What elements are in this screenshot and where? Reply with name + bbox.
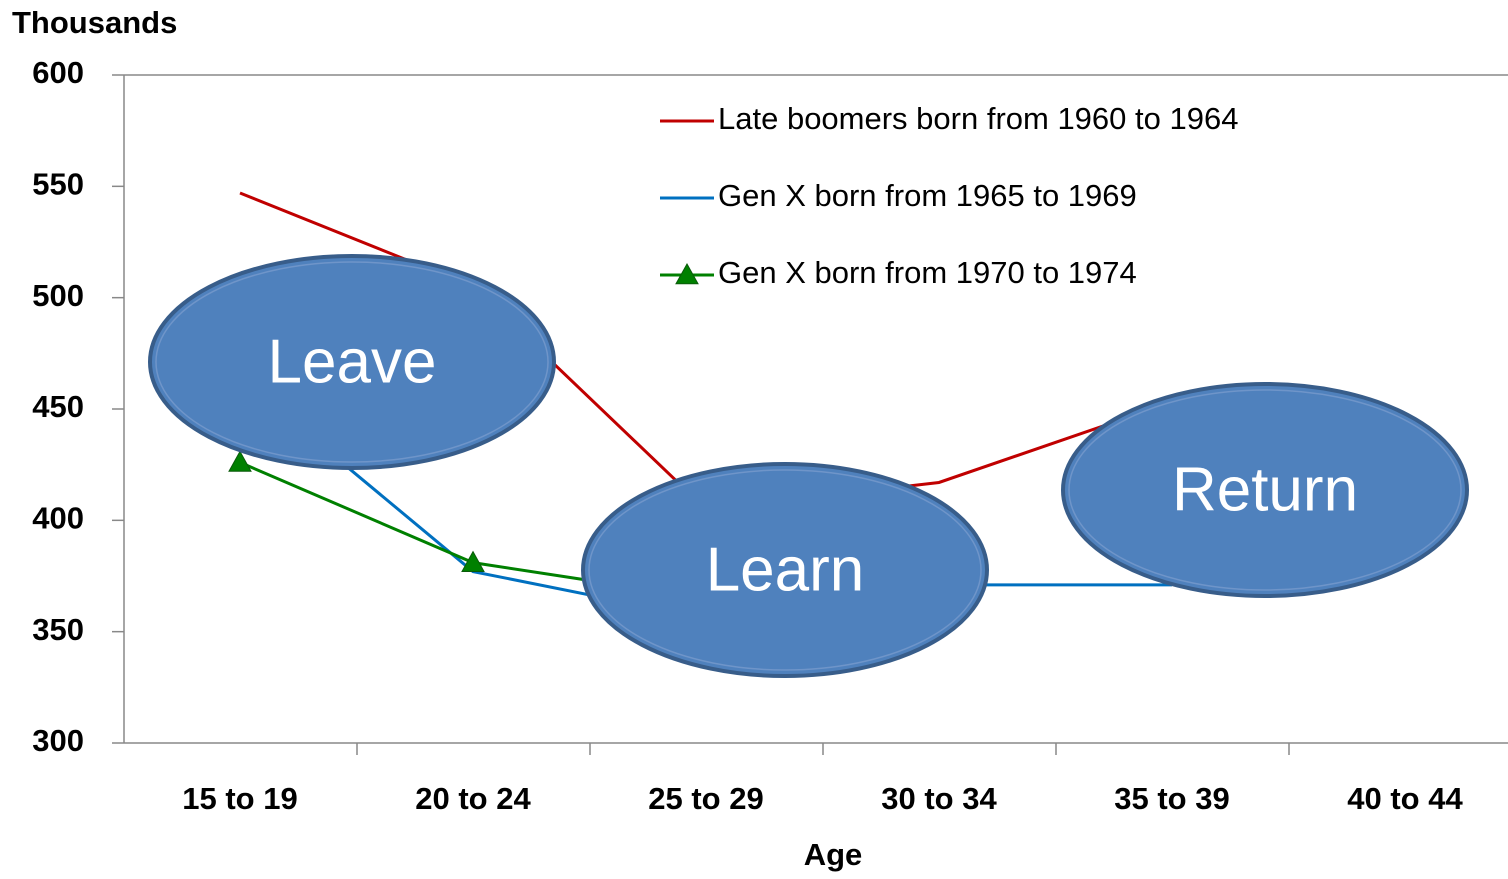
y-tick-label: 550 bbox=[32, 167, 84, 202]
annotation-bubble bbox=[581, 462, 989, 678]
marker bbox=[228, 450, 252, 472]
legend-label: Gen X born from 1965 to 1969 bbox=[718, 178, 1137, 213]
x-axis-label: Age bbox=[804, 837, 863, 872]
y-tick-label: 400 bbox=[32, 501, 84, 536]
legend-marker bbox=[675, 262, 699, 285]
y-tick-label: 350 bbox=[32, 612, 84, 647]
x-tick-label: 20 to 24 bbox=[415, 781, 531, 816]
annotation-text: Leave bbox=[268, 327, 437, 396]
y-tick-label: 450 bbox=[32, 389, 84, 424]
x-tick-label: 40 to 44 bbox=[1347, 781, 1463, 816]
marker bbox=[461, 550, 485, 572]
annotation-bubble bbox=[148, 254, 556, 470]
y-tick-label: 500 bbox=[32, 278, 84, 313]
x-tick-label: 25 to 29 bbox=[648, 781, 763, 816]
x-tick-label: 35 to 39 bbox=[1114, 781, 1229, 816]
y-tick-label: 300 bbox=[32, 723, 84, 758]
y-axis-label: Thousands bbox=[12, 5, 177, 40]
annotation-text: Learn bbox=[706, 535, 865, 604]
annotation-rim bbox=[155, 261, 549, 463]
annotation-bubble bbox=[1061, 382, 1469, 598]
annotation-rim bbox=[1068, 389, 1462, 591]
annotation-text: Return bbox=[1172, 455, 1358, 524]
legend-label: Late boomers born from 1960 to 1964 bbox=[718, 101, 1238, 136]
annotation-rim bbox=[588, 469, 982, 671]
x-tick-label: 30 to 34 bbox=[881, 781, 997, 816]
x-tick-label: 15 to 19 bbox=[182, 781, 297, 816]
legend-label: Gen X born from 1970 to 1974 bbox=[718, 255, 1137, 290]
y-tick-label: 600 bbox=[32, 55, 84, 90]
